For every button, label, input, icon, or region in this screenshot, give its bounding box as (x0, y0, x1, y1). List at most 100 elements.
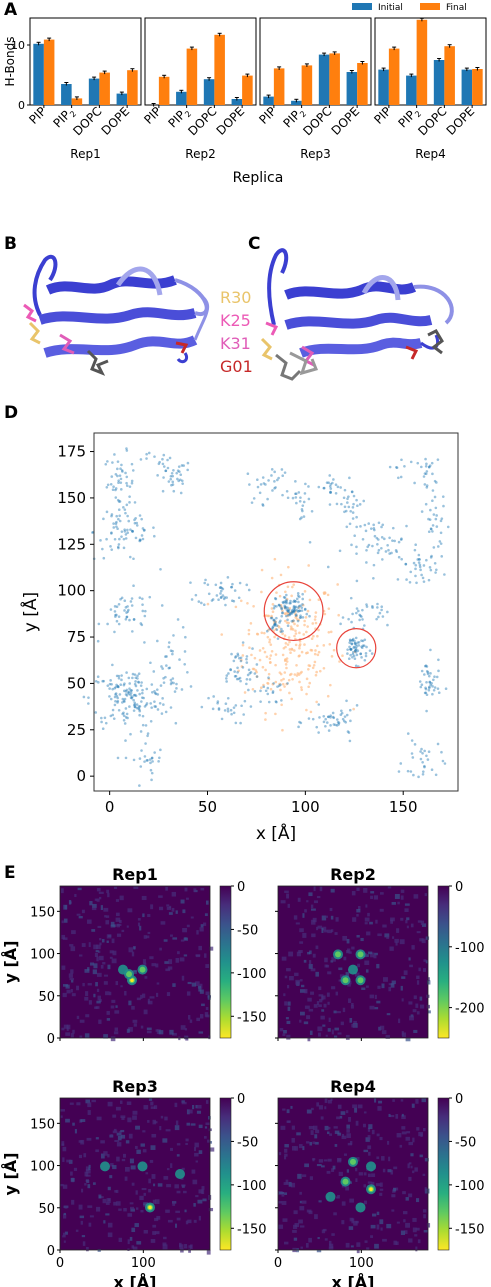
heatmap-cell (116, 1201, 121, 1206)
scatter-point-blue (240, 704, 243, 708)
replica-label: Rep1 (70, 147, 100, 161)
heatmap-cell (61, 1143, 65, 1146)
scatter-point-blue (298, 609, 301, 613)
scatter-point-blue (425, 486, 429, 489)
heatmap-cell (317, 1032, 321, 1037)
scatter-point-blue (114, 699, 117, 703)
scatter-point-blue (159, 684, 163, 687)
scatter-point-blue (298, 609, 302, 613)
heatmap-hotspot-peak (130, 978, 134, 983)
heatmap-cell (419, 1004, 425, 1009)
scatter-point-orange (267, 672, 271, 676)
scatter-point-orange (329, 630, 333, 634)
scatter-point-blue (117, 615, 121, 618)
heatmap-cell (389, 946, 394, 951)
scatter-point-blue (264, 483, 267, 486)
heatmap-frame (277, 1097, 429, 1251)
scatter-point-blue (259, 483, 263, 486)
scatter-point-blue (128, 618, 131, 622)
heatmap-cell (97, 950, 101, 954)
scatter-point-blue (355, 498, 358, 502)
heatmap-cell (61, 1141, 65, 1146)
scatter-point-blue (272, 618, 275, 622)
heatmap-cell (309, 950, 312, 955)
subplot-frame (144, 17, 257, 106)
heatmap-cell (180, 1248, 184, 1253)
scatter-point-orange (294, 643, 298, 647)
scatter-point-orange (290, 647, 294, 651)
scatter-point-blue (179, 491, 183, 495)
scatter-point-blue (423, 483, 427, 486)
heatmap-cell (140, 1209, 144, 1213)
residue-g01-sticks (405, 345, 419, 360)
scatter-point-blue (280, 614, 284, 618)
scatter-point-orange (322, 666, 326, 670)
heatmap-cell (349, 1198, 354, 1203)
scatter-point-blue (363, 638, 367, 642)
scatter-point-orange (243, 691, 247, 694)
heatmap-cell (140, 1143, 145, 1147)
scatter-point-blue (229, 668, 232, 672)
heatmap-cell (156, 982, 160, 985)
scatter-point-blue (376, 551, 380, 555)
scatter-point-blue (120, 678, 123, 682)
heatmap-cell (374, 1098, 377, 1103)
scatter-point-blue (410, 752, 414, 755)
scatter-point-blue (424, 664, 427, 668)
heatmap-cell (171, 907, 175, 912)
scatter-point-blue (138, 757, 142, 760)
scatter-point-blue (358, 613, 361, 617)
scatter-point-orange (252, 667, 256, 671)
scatter-point-blue (400, 537, 403, 541)
scatter-point-blue (285, 601, 288, 605)
scatter-point-blue (436, 458, 440, 461)
scatter-point-blue (216, 701, 219, 705)
scatter-point-blue (221, 594, 225, 597)
heatmap-cell (143, 962, 147, 968)
scatter-point-blue (425, 484, 429, 487)
heatmap-cell (96, 956, 99, 962)
heatmap-cell (185, 1142, 188, 1146)
heatmap-cell (377, 1106, 382, 1111)
scatter-point-blue (287, 608, 291, 612)
scatter-point-orange (269, 661, 272, 664)
heatmap-cell (427, 980, 431, 985)
scatter-point-blue (164, 710, 168, 714)
y-tick-label: 150 (30, 1117, 55, 1132)
scatter-point-blue (241, 641, 245, 644)
scatter-point-orange (296, 672, 300, 675)
scatter-point-blue (325, 721, 329, 724)
heatmap-cell (190, 1244, 193, 1250)
scatter-point-blue (371, 606, 374, 609)
scatter-point-blue (236, 671, 239, 674)
heatmap-cell (362, 1123, 366, 1128)
scatter-point-blue (410, 739, 414, 742)
heatmap-cell (310, 904, 314, 909)
scatter-point-blue (130, 604, 134, 607)
scatter-point-blue (133, 521, 137, 525)
heatmap-cell (61, 888, 64, 894)
scatter-point-blue (442, 504, 445, 508)
scatter-point-blue (236, 654, 240, 657)
heatmap-cell (345, 1242, 350, 1248)
heatmap-cell (180, 899, 185, 904)
heatmap-cell (110, 1005, 115, 1009)
heatmap-cell (62, 1184, 68, 1189)
scatter-point-blue (336, 720, 340, 724)
label-g01: G01 (220, 357, 253, 376)
scatter-point-blue (279, 630, 283, 634)
colorbar-tick-label: -100 (237, 967, 267, 982)
heatmap-cell (391, 1209, 395, 1212)
heatmap-cell (331, 1168, 335, 1172)
scatter-point-blue (360, 615, 363, 618)
scatter-point-orange (285, 660, 289, 663)
heatmap-cell (106, 934, 112, 939)
panel-label-b: B (4, 234, 17, 254)
scatter-point-blue (158, 756, 161, 760)
heatmap-cell (379, 908, 384, 912)
heatmap-cell (116, 933, 122, 937)
scatter-point-orange (262, 683, 265, 687)
scatter-point-blue (423, 673, 426, 676)
scatter-point-blue (108, 695, 111, 698)
heatmap-cell (390, 917, 395, 922)
